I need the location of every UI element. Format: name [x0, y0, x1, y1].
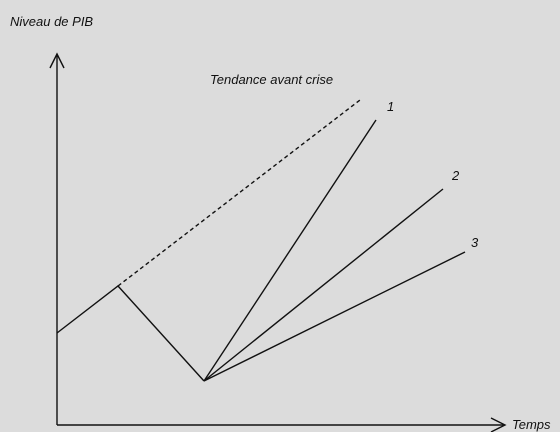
- scenario-label: 3: [471, 235, 479, 250]
- x-axis-arrow: [490, 417, 507, 432]
- scenario-label: 2: [451, 168, 460, 183]
- scenario-line: [203, 119, 377, 382]
- x-axis-label: Temps: [512, 417, 551, 432]
- y-axis-arrow: [49, 52, 65, 69]
- scenario-label: 1: [387, 99, 394, 114]
- trend-label: Tendance avant crise: [210, 72, 333, 87]
- scenario-line: [203, 188, 444, 382]
- trend-line: [117, 99, 361, 287]
- scenario-line: [203, 251, 466, 382]
- y-axis-label: Niveau de PIB: [10, 14, 93, 29]
